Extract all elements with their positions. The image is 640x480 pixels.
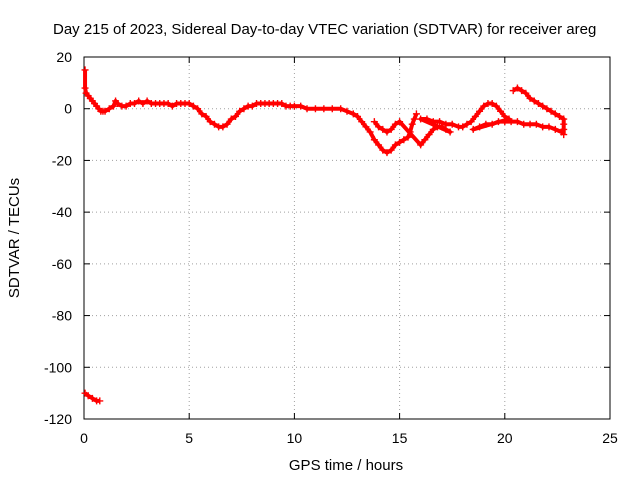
y-tick-label: 0 (64, 101, 72, 117)
data-points (81, 66, 568, 405)
x-axis-label: GPS time / hours (289, 457, 403, 474)
plot-frame (83, 56, 611, 420)
data-trail (83, 69, 566, 155)
y-tick-label: -20 (52, 152, 72, 168)
x-tick-label: 5 (185, 430, 193, 446)
x-tick-label: 25 (602, 430, 618, 446)
y-axis-label: SDTVAR / TECUs (6, 178, 23, 298)
x-tick-label: 15 (392, 430, 408, 446)
y-tick-label: -80 (52, 308, 72, 324)
axis-ticks (83, 56, 611, 420)
x-tick-label: 10 (287, 430, 303, 446)
tick-labels: 0 5 10 15 20 25 20 0 -20 -40 -60 -80 -100 -120 (44, 49, 618, 446)
x-tick-label: 0 (80, 430, 88, 446)
y-tick-label: 20 (56, 49, 72, 65)
y-tick-label: -40 (52, 204, 72, 220)
y-tick-label: -60 (52, 256, 72, 272)
y-tick-label: -100 (44, 359, 72, 375)
data-trail (83, 391, 100, 403)
chart-title: Day 215 of 2023, Sidereal Day-to-day VTE… (53, 21, 596, 38)
y-tick-label: -120 (44, 411, 72, 427)
x-tick-label: 20 (497, 430, 513, 446)
